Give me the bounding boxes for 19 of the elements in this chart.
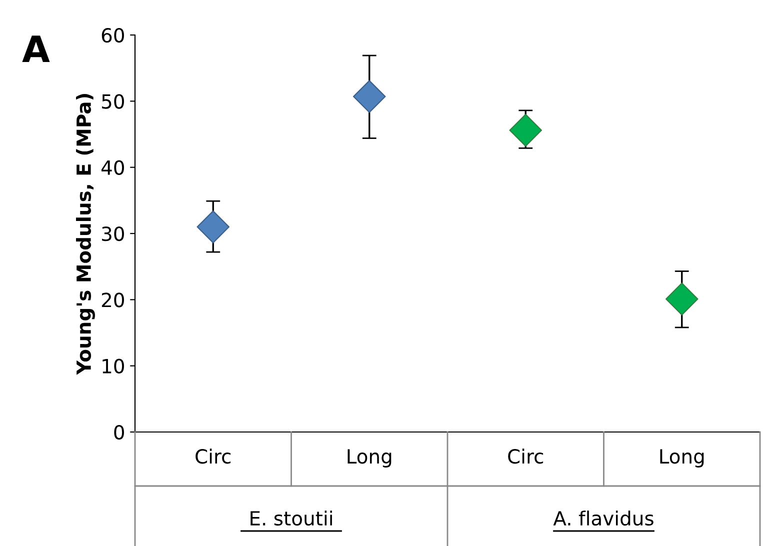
point — [196, 210, 230, 244]
y-tick-label: 10 — [102, 358, 124, 374]
y-tick-label: 20 — [102, 292, 124, 308]
point — [352, 80, 386, 113]
x-tick-label: Circ — [508, 448, 544, 464]
y-tick-label: 30 — [102, 226, 124, 242]
point — [665, 282, 698, 316]
x-tick-label: Circ — [196, 448, 231, 464]
x-tick-label: Long — [660, 449, 704, 468]
y-tick-label: 50 — [102, 94, 124, 109]
text: E. stoutii — [250, 510, 332, 526]
text: A. flavidus — [553, 510, 654, 526]
x-tick-label: Long — [348, 449, 392, 468]
point — [509, 114, 542, 147]
y-tick-label: 60 — [102, 28, 124, 43]
text: A — [22, 36, 50, 62]
y-tick-label: 0 — [114, 424, 124, 440]
y-tick-label: 40 — [101, 160, 124, 175]
y-axis-title: Young's Modulus, E (MPa) — [76, 94, 95, 375]
